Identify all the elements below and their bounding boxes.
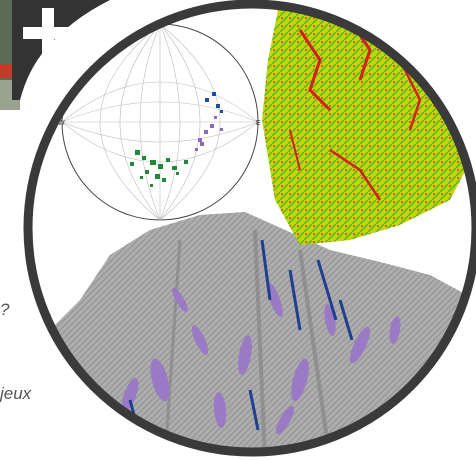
stereonet-purple-cluster [195, 116, 223, 151]
circle-content: W E [28, 4, 476, 452]
relief-model [40, 212, 476, 452]
side-text-1: ? [0, 300, 10, 319]
svg-text:W: W [58, 120, 65, 127]
side-text-2: jeux [0, 384, 32, 403]
stereonet: W E [58, 23, 261, 221]
circle-frame [23, 0, 476, 457]
stereonet-green-cluster [130, 150, 188, 187]
svg-text:E: E [256, 120, 261, 127]
plus-badge[interactable] [12, 0, 110, 100]
stereonet-blue-cluster [205, 92, 223, 113]
fracture-planes [121, 239, 401, 435]
